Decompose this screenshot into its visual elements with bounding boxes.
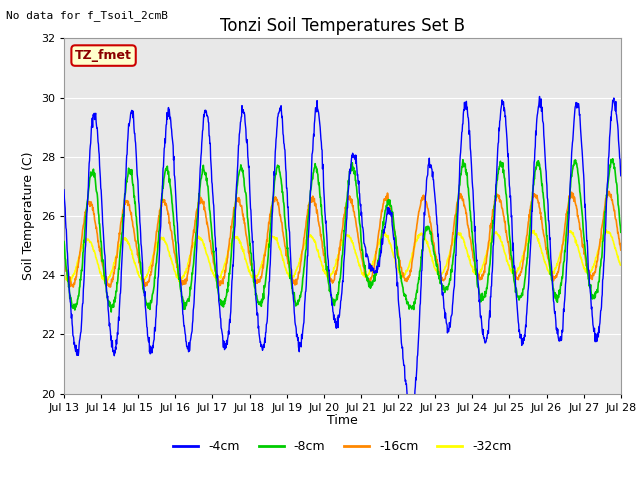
Legend: -4cm, -8cm, -16cm, -32cm: -4cm, -8cm, -16cm, -32cm	[168, 435, 516, 458]
Text: TZ_fmet: TZ_fmet	[75, 49, 132, 62]
Y-axis label: Soil Temperature (C): Soil Temperature (C)	[22, 152, 35, 280]
Title: Tonzi Soil Temperatures Set B: Tonzi Soil Temperatures Set B	[220, 17, 465, 36]
X-axis label: Time: Time	[327, 414, 358, 427]
Text: No data for f_Tsoil_2cmB: No data for f_Tsoil_2cmB	[6, 10, 168, 21]
